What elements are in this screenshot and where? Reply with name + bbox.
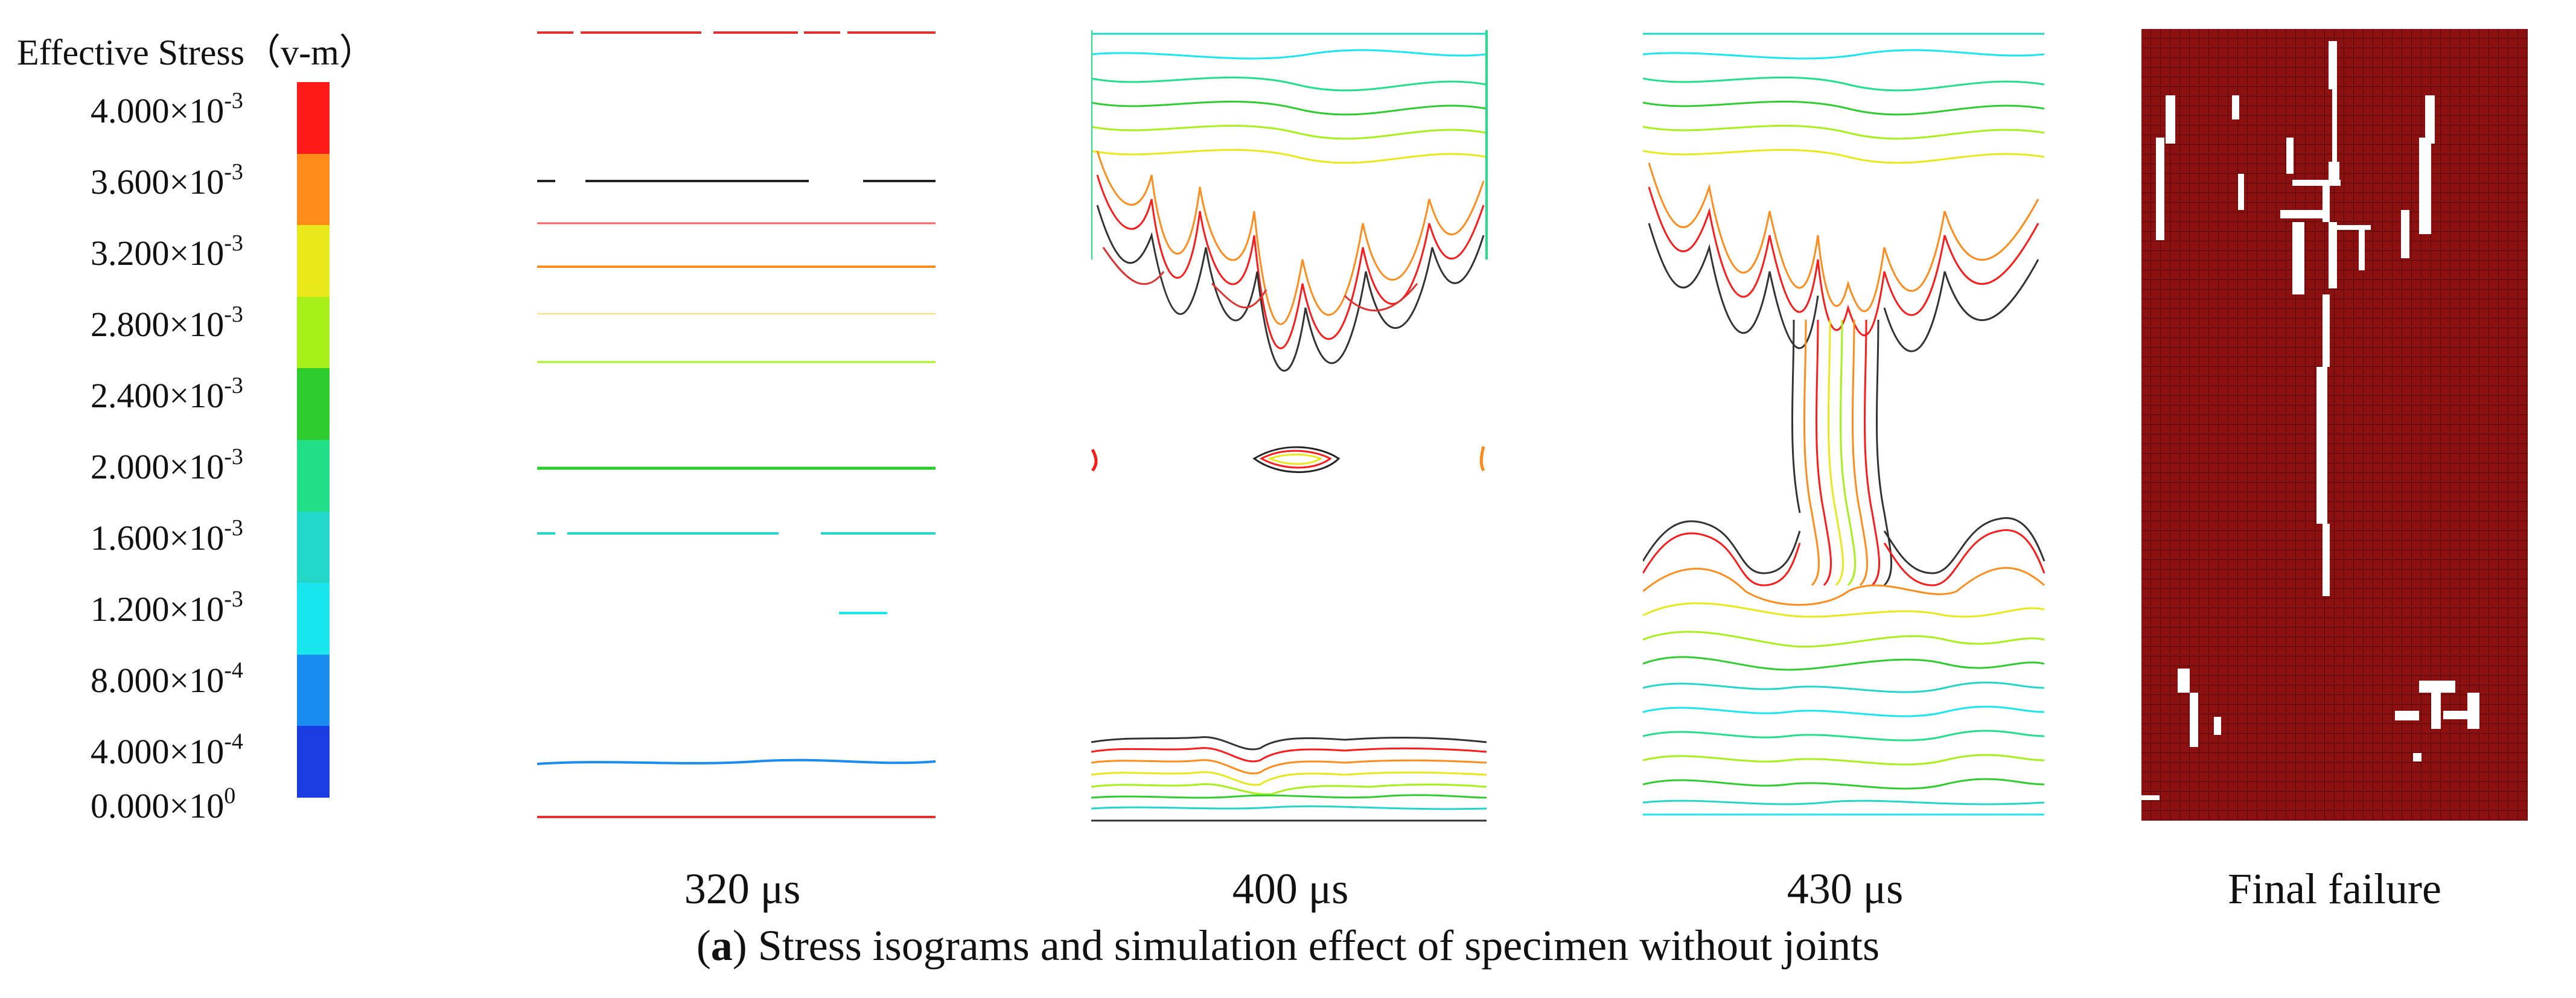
legend-tick-10: 0.000×100	[91, 783, 236, 825]
panel-label-320us: 320 μs	[684, 865, 801, 913]
legend-tick-9: 4.000×10-4	[91, 729, 243, 771]
color-scale-segment-1	[297, 153, 330, 226]
panel-label-400us: 400 μs	[1232, 865, 1349, 913]
color-scale-segment-4	[297, 368, 330, 440]
legend-tick-2: 3.200×10-3	[91, 230, 243, 273]
color-scale-segment-0	[297, 82, 330, 154]
legend-tick-8: 8.000×10-4	[91, 658, 243, 700]
color-scale-segment-5	[297, 439, 330, 512]
caption-text: Stress isograms and simulation effect of…	[747, 921, 1880, 970]
color-scale-segment-3	[297, 296, 330, 369]
stress-isogram-430us	[1643, 33, 2045, 816]
color-scale-segment-9	[297, 726, 330, 798]
legend-tick-5: 2.000×10-3	[91, 444, 243, 486]
color-scale-bar	[297, 82, 330, 798]
color-scale-segment-7	[297, 583, 330, 655]
legend-tick-0: 4.000×10-3	[91, 88, 243, 130]
panel-label-430us: 430 μs	[1787, 865, 1904, 913]
figure-caption: (a) Stress isograms and simulation effec…	[696, 921, 1880, 970]
color-scale-segment-6	[297, 511, 330, 583]
legend-tick-7: 1.200×10-3	[91, 586, 243, 629]
legend-title: Effective Stress（v-m）	[17, 33, 375, 72]
stress-isogram-400us	[1091, 30, 1488, 822]
legend-tick-4: 2.400×10-3	[91, 373, 243, 415]
caption-letter: a	[710, 921, 733, 970]
panel-label-final-failure: Final failure	[2228, 865, 2441, 913]
final-failure-mesh	[2141, 29, 2528, 821]
color-scale-segment-8	[297, 654, 330, 726]
color-scale-segment-2	[297, 225, 330, 297]
stress-isogram-320us	[537, 31, 936, 818]
legend-tick-6: 1.600×10-3	[91, 515, 243, 558]
legend-tick-3: 2.800×10-3	[91, 302, 243, 344]
legend-tick-1: 3.600×10-3	[91, 159, 243, 202]
